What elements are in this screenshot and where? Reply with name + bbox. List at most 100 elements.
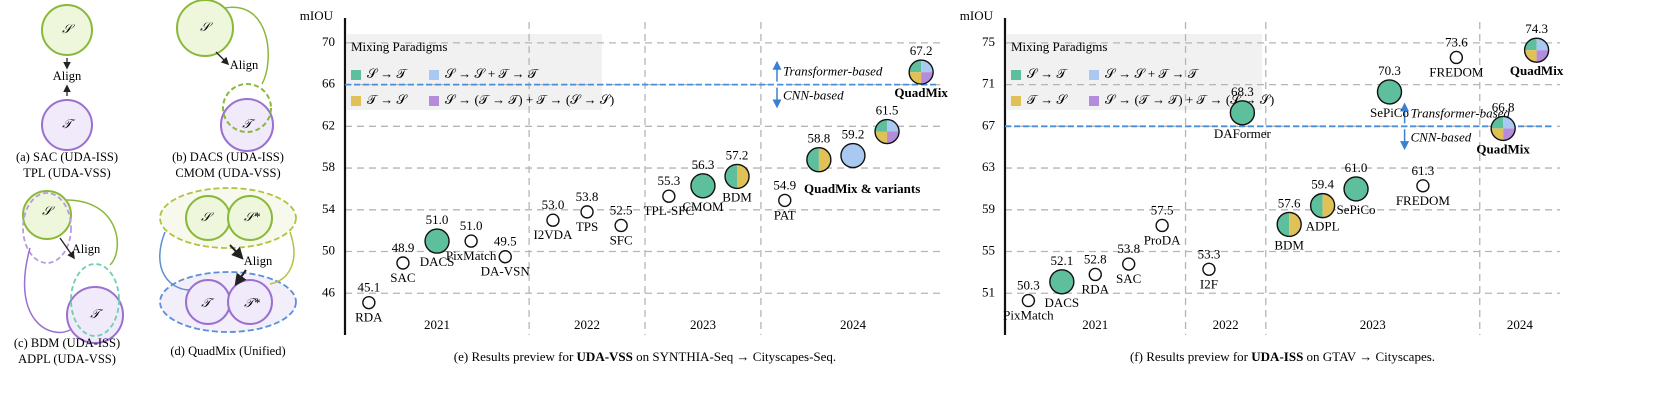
point-marker (1089, 268, 1101, 280)
label: Align (53, 69, 82, 83)
point (397, 257, 409, 269)
legend-swatch (351, 96, 361, 106)
y-tick-label: 51 (982, 284, 995, 299)
value-label: 55.3 (657, 173, 680, 188)
value-label: 53.8 (1117, 241, 1140, 256)
point-marker (499, 251, 511, 263)
point-marker (1417, 180, 1429, 192)
point-marker (581, 206, 593, 218)
y-axis-label: mIOU (300, 8, 334, 23)
y-tick-label: 58 (322, 159, 335, 174)
diagram-d: 𝒮 𝒮* Align 𝒯 𝒯* (d) QuadMix (Unified) (160, 188, 296, 358)
legend-swatch (429, 70, 439, 80)
point (663, 190, 675, 202)
point (909, 60, 933, 84)
point (1230, 101, 1254, 125)
y-tick-label: 62 (322, 117, 335, 132)
y-tick-label: 50 (322, 243, 335, 258)
point-marker (1344, 177, 1368, 201)
point-marker (1123, 258, 1135, 270)
value-label: 50.3 (1017, 278, 1040, 293)
label: Align (244, 254, 273, 268)
point (1156, 219, 1168, 231)
threshold-label: CNN-based (1411, 129, 1472, 144)
point (1417, 180, 1429, 192)
caption: (a) SAC (UDA-ISS) (16, 150, 118, 164)
caption-part: on SYNTHIA-Seq → Cityscapes-Seq. (633, 349, 836, 364)
caption: (c) BDM (UDA-ISS) (14, 336, 120, 350)
caption-part: on GTAV → Cityscapes. (1303, 349, 1435, 364)
legend-label: 𝒮 → 𝒮 + 𝒯 → 𝒯 (1105, 66, 1200, 81)
legend-swatch (351, 70, 361, 80)
point-marker (691, 174, 715, 198)
value-label: 61.0 (1345, 160, 1368, 175)
threshold-label: Transformer-based (783, 64, 883, 79)
point-label: RDA (1082, 281, 1110, 296)
point-marker (397, 257, 409, 269)
value-label: 73.6 (1445, 34, 1468, 49)
point (1491, 116, 1515, 140)
point-label: DAFormer (1214, 126, 1272, 141)
caption: (f) Results preview for UDA-ISS on GTAV … (1130, 349, 1435, 364)
point (779, 194, 791, 206)
point (841, 144, 865, 168)
value-label: 54.9 (773, 177, 796, 192)
value-label: 51.0 (460, 218, 483, 233)
point-label: PixMatch (446, 248, 497, 263)
point (1377, 80, 1401, 104)
value-label: 70.3 (1378, 63, 1401, 78)
point-label: FREDOM (1396, 193, 1451, 208)
x-category-label: 2023 (1360, 317, 1386, 332)
legend-swatch (1011, 96, 1021, 106)
pie-slice (1289, 212, 1301, 236)
y-tick-label: 75 (982, 34, 995, 49)
caption-part: UDA-ISS (1251, 349, 1303, 364)
point (725, 164, 749, 188)
point-label: BDM (722, 189, 752, 204)
value-label: 61.5 (876, 103, 899, 118)
point-marker (1050, 270, 1074, 294)
legend-title: Mixing Paradigms (351, 39, 447, 54)
x-category-label: 2022 (1213, 317, 1239, 332)
value-label: 53.0 (542, 197, 565, 212)
diagram-b: 𝒮 Align 𝒯 (b) DACS (UDA-ISS) CMOM (UDA-V… (172, 0, 284, 180)
point (1203, 263, 1215, 275)
value-label: 53.3 (1198, 246, 1221, 261)
point (1344, 177, 1368, 201)
x-category-label: 2024 (1507, 317, 1534, 332)
x-category-label: 2021 (1082, 317, 1108, 332)
point-label: QuadMix (894, 85, 948, 100)
legend-swatch (1089, 70, 1099, 80)
caption-part: (f) Results preview for (1130, 349, 1251, 364)
point (1525, 38, 1549, 62)
value-label: 49.5 (494, 234, 517, 249)
label: 𝒮* (244, 210, 261, 224)
legend-label: 𝒮 → (𝒯 → 𝒯) + 𝒯 → (𝒮 → 𝒮) (445, 92, 614, 107)
point-label: RDA (355, 310, 383, 325)
point (807, 148, 831, 172)
y-tick-label: 55 (982, 243, 995, 258)
point-label: BDM (1274, 237, 1304, 252)
point-marker (663, 190, 675, 202)
legend-label: 𝒮 → 𝒯 (1027, 66, 1069, 81)
value-label: 52.1 (1050, 253, 1073, 268)
threshold-label: CNN-based (783, 88, 844, 103)
caption: (b) DACS (UDA-ISS) (172, 150, 284, 164)
point-label: PAT (774, 207, 796, 222)
point-marker (465, 235, 477, 247)
y-tick-label: 70 (322, 34, 335, 49)
pie-slice (1323, 194, 1335, 218)
pie-slice (725, 164, 737, 188)
point-label: DA-VSN (481, 264, 531, 279)
point-marker (363, 297, 375, 309)
value-label: 56.3 (692, 157, 715, 172)
legend-swatch (429, 96, 439, 106)
caption-part: UDA-VSS (577, 349, 633, 364)
legend-label: 𝒯 → 𝒮 (1027, 92, 1068, 107)
caption-part: (e) Results preview for (454, 349, 577, 364)
point-label: CMOM (682, 199, 724, 214)
value-label: 48.9 (392, 240, 415, 255)
point-label: ProDA (1144, 232, 1181, 247)
point (547, 214, 559, 226)
